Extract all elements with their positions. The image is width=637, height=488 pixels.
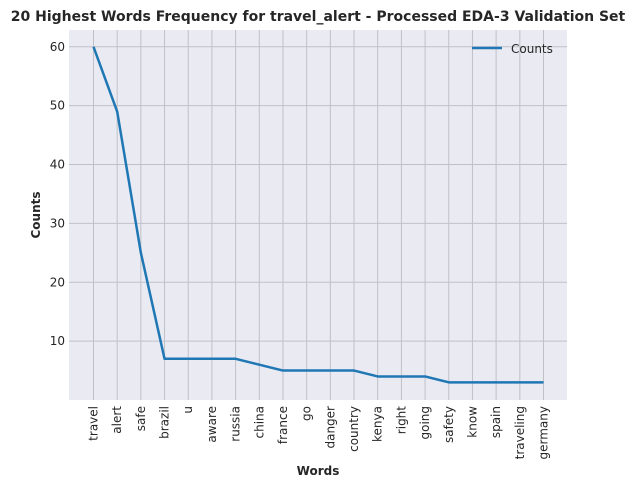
x-tick-label: safe <box>134 406 148 431</box>
x-tick-label: france <box>276 406 290 444</box>
series-line-counts <box>92 46 544 384</box>
y-tick-labels: 10 20 30 40 50 60 <box>50 40 65 348</box>
x-tick-label: spain <box>489 406 503 438</box>
x-tick-label: alert <box>110 406 124 434</box>
y-tick-label: 40 <box>50 158 65 172</box>
legend-label-counts: Counts <box>511 42 553 56</box>
x-tick-label: traveling <box>513 406 527 459</box>
grid-lines <box>69 30 567 400</box>
legend: Counts <box>472 42 553 56</box>
x-tick-label: brazil <box>158 406 172 439</box>
x-tick-label: travel <box>87 406 101 441</box>
x-tick-label: going <box>418 406 432 440</box>
x-tick-label: russia <box>229 406 243 442</box>
x-axis-title: Words <box>297 464 340 478</box>
x-tick-label: right <box>394 406 408 434</box>
x-tick-label: safety <box>442 406 456 443</box>
x-tick-labels: travel alert safe brazil u aware russia china fr… <box>87 406 551 460</box>
x-tick-label: country <box>347 406 361 452</box>
y-tick-label: 10 <box>50 334 65 348</box>
x-tick-label: u <box>181 406 195 414</box>
x-tick-label: germany <box>537 406 551 459</box>
y-tick-label: 30 <box>50 216 65 230</box>
y-axis-title: Counts <box>29 191 43 238</box>
plot-area <box>69 30 567 400</box>
x-tick-label: kenya <box>371 406 385 442</box>
y-tick-label: 20 <box>50 275 65 289</box>
x-tick-label: know <box>465 406 479 438</box>
x-tick-label: aware <box>205 406 219 443</box>
y-tick-label: 60 <box>50 40 65 54</box>
y-tick-label: 50 <box>50 99 65 113</box>
x-tick-label: china <box>252 406 266 439</box>
x-tick-label: danger <box>323 406 337 449</box>
chart-title: 20 Highest Words Frequency for travel_al… <box>11 9 626 25</box>
x-tick-label: go <box>300 406 314 421</box>
